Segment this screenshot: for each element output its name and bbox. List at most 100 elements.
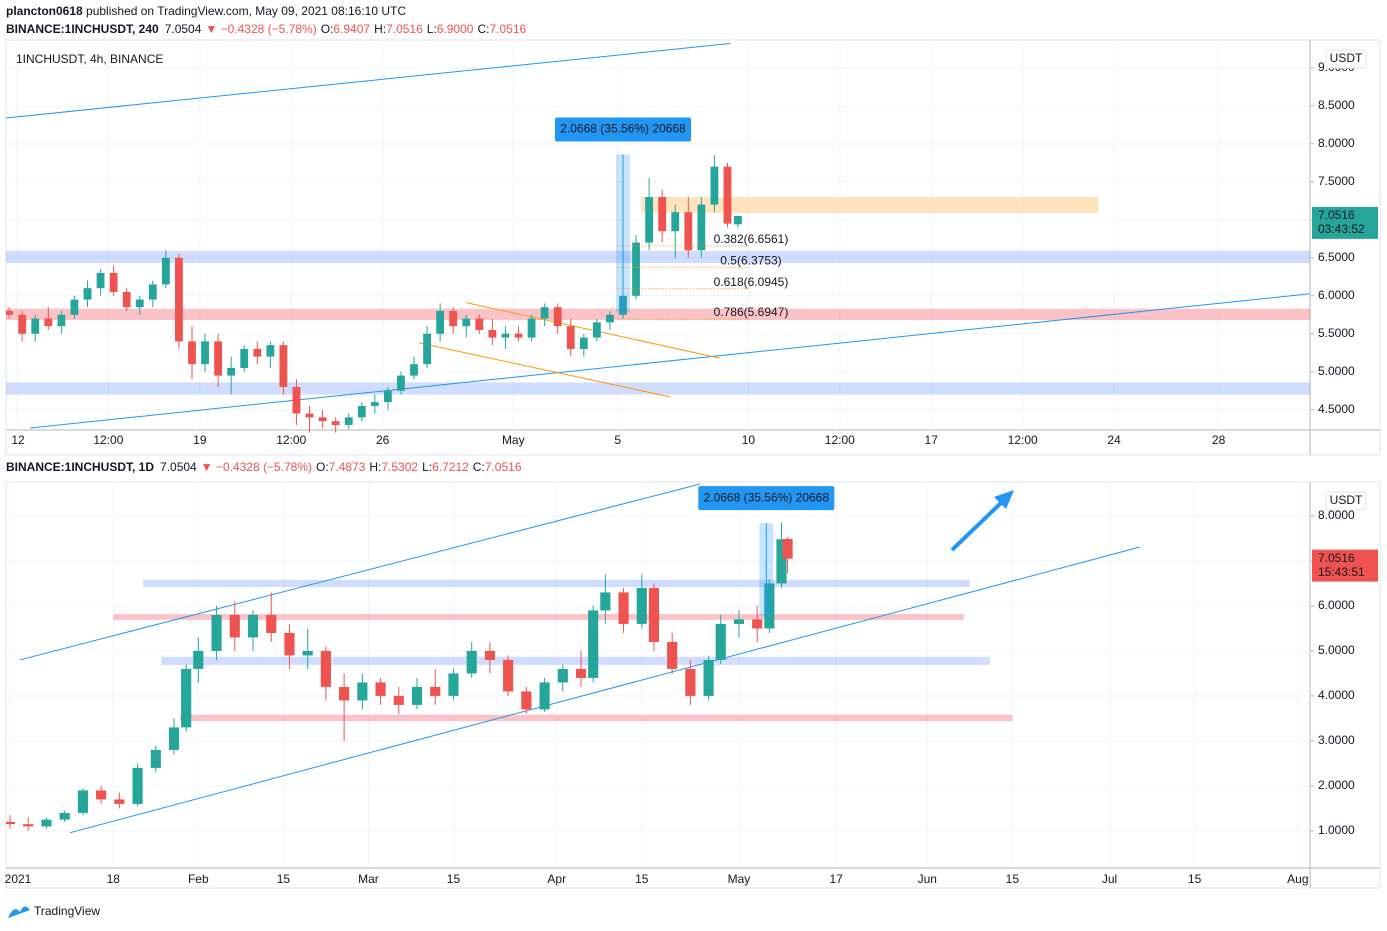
candle-body — [318, 417, 327, 422]
candle-body — [279, 345, 288, 387]
candle-body — [211, 614, 222, 651]
zone — [143, 579, 970, 588]
ohlc-value: 7.4873 — [329, 460, 366, 474]
pane-frame — [5, 481, 1381, 889]
trend-line — [6, 43, 731, 119]
candle-body — [240, 348, 249, 368]
candle-body — [253, 348, 262, 357]
measure-label-bg — [554, 117, 691, 142]
candle-body — [423, 333, 431, 365]
candle-body — [488, 329, 497, 338]
fib-label: 0.5(6.3753) — [720, 253, 781, 267]
candle-body — [77, 790, 88, 813]
candle-body — [733, 619, 745, 624]
candle-body — [175, 257, 183, 342]
candle-body — [734, 215, 742, 225]
candle-body — [266, 614, 277, 633]
change: ▼ −0.4328 (−5.78%) — [201, 460, 312, 474]
brand: TradingView — [34, 904, 100, 918]
y-tick-label: 3.0000 — [1318, 733, 1355, 747]
candle-body — [671, 212, 680, 232]
candle-body — [96, 272, 105, 289]
candle-body — [344, 417, 353, 425]
candle-body — [514, 333, 523, 338]
candle-body — [109, 272, 118, 292]
x-tick-label: 15 — [1188, 872, 1202, 886]
ohlc-value: 7.0516 — [489, 22, 526, 36]
x-tick-label: May — [502, 433, 525, 447]
zone — [161, 656, 990, 665]
x-tick-label: 19 — [193, 433, 207, 447]
fib-label: 0.786(5.6947) — [714, 305, 789, 319]
last: 7.0504 — [160, 460, 197, 474]
y-tick-label: 5.0000 — [1318, 364, 1355, 378]
ohlc-key: L: — [422, 460, 432, 474]
trend-line — [419, 342, 671, 398]
candle-body — [23, 824, 34, 827]
candle-body — [475, 318, 484, 330]
candle-body — [685, 668, 696, 696]
zone — [180, 714, 1013, 722]
candle-body — [6, 310, 14, 315]
candle-body — [566, 326, 575, 349]
x-tick-label: 15 — [277, 872, 291, 886]
candle-body — [383, 390, 392, 403]
ohlc-key: L: — [427, 22, 437, 36]
y-tick-label: 5.5000 — [1318, 326, 1355, 340]
candle-body — [150, 749, 161, 768]
ohlc-value: 6.9407 — [333, 22, 370, 36]
fib-label: 0.618(6.0945) — [714, 275, 789, 289]
y-tick-label: 8.5000 — [1318, 98, 1355, 112]
candle-body — [782, 539, 793, 559]
currency: USDT — [1330, 51, 1363, 65]
x-tick-label: May — [728, 872, 751, 886]
candle-body — [430, 686, 441, 696]
candle-body — [132, 767, 143, 804]
candle-body — [658, 197, 667, 232]
candle-body — [284, 632, 295, 656]
symbol: BINANCE:1INCHUSDT, 240 — [6, 22, 159, 36]
trend-line — [70, 546, 1141, 834]
ohlc-value: 7.0516 — [386, 22, 423, 36]
y-tick-label: 4.0000 — [1318, 688, 1355, 702]
x-tick-label: 24 — [1107, 433, 1121, 447]
ohlc-key: O: — [321, 22, 334, 36]
published: published on TradingView.com, May 09, 20… — [83, 4, 407, 18]
candle-body — [188, 341, 196, 365]
candle-body — [59, 812, 70, 820]
candle-body — [122, 291, 131, 308]
candle-body — [357, 405, 366, 418]
x-tick-label: 12:00 — [825, 433, 855, 447]
measure-label-bg — [698, 486, 835, 511]
candle-body — [148, 284, 157, 300]
ohlc-key: C: — [473, 460, 485, 474]
symbol: BINANCE:1INCHUSDT, 1D — [6, 460, 154, 474]
price-tag-bg — [1312, 549, 1378, 582]
candle-body — [592, 322, 601, 338]
candle-body — [527, 318, 536, 338]
x-tick-label: 17 — [829, 872, 843, 886]
candle-body — [201, 341, 209, 365]
candle-body — [411, 686, 423, 705]
candle-body — [193, 650, 204, 669]
x-tick-label: 5 — [614, 433, 621, 447]
x-tick-label: 26 — [376, 433, 390, 447]
candle-body — [462, 318, 471, 327]
x-tick-label: 12:00 — [93, 433, 123, 447]
candle-body — [70, 299, 79, 315]
trend-line — [466, 302, 720, 359]
y-tick-label: 1.0000 — [1318, 823, 1355, 837]
candle-body — [588, 610, 599, 678]
candle-body — [776, 539, 787, 584]
candle-body — [703, 659, 714, 696]
candle-body — [181, 668, 192, 728]
y-tick-label: 6.0000 — [1318, 598, 1355, 612]
candle-body — [636, 587, 647, 624]
candle-body — [710, 166, 719, 205]
ohlc-value: 7.5302 — [381, 460, 418, 474]
candle-body — [539, 682, 550, 710]
candle-body — [606, 314, 614, 323]
candle-body — [393, 695, 404, 705]
x-tick-label: Feb — [188, 872, 209, 886]
